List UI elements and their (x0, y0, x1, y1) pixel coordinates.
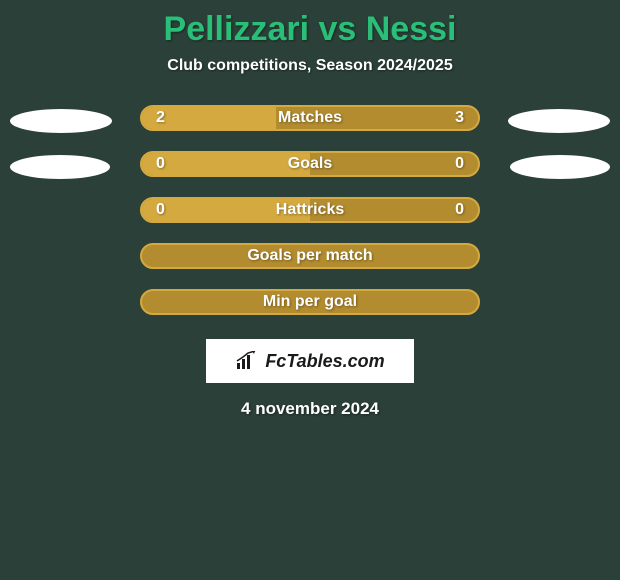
stat-bar: Goals per match (140, 243, 480, 269)
stat-value-left: 2 (156, 109, 165, 127)
stat-row: 2 Matches 3 (0, 105, 620, 137)
bar-fill-left (142, 153, 310, 175)
fctables-logo: FcTables.com (206, 339, 414, 383)
player-ellipse-left (10, 109, 112, 133)
stat-value-left: 0 (156, 155, 165, 173)
stat-bar: 2 Matches 3 (140, 105, 480, 131)
stat-label: Hattricks (276, 201, 344, 219)
stat-value-right: 0 (455, 155, 464, 173)
stat-label: Min per goal (263, 293, 357, 311)
stat-row: Min per goal (0, 289, 620, 321)
stat-row: Goals per match (0, 243, 620, 275)
stat-bar: 0 Hattricks 0 (140, 197, 480, 223)
player-ellipse-right (510, 155, 610, 179)
stat-label: Matches (278, 109, 342, 127)
stat-value-right: 0 (455, 201, 464, 219)
logo-text: FcTables.com (265, 351, 384, 372)
stat-label: Goals (288, 155, 332, 173)
stat-row: 0 Goals 0 (0, 151, 620, 183)
stats-area: 2 Matches 3 0 Goals 0 0 Hattricks 0 Goals per mat… (0, 105, 620, 321)
player-ellipse-right (508, 109, 610, 133)
date-text: 4 november 2024 (0, 399, 620, 419)
stat-value-left: 0 (156, 201, 165, 219)
page-title: Pellizzari vs Nessi (0, 0, 620, 49)
stat-row: 0 Hattricks 0 (0, 197, 620, 229)
player-ellipse-left (10, 155, 110, 179)
stat-bar: Min per goal (140, 289, 480, 315)
chart-icon (235, 351, 259, 371)
subtitle: Club competitions, Season 2024/2025 (0, 57, 620, 75)
stat-value-right: 3 (455, 109, 464, 127)
stat-bar: 0 Goals 0 (140, 151, 480, 177)
stat-label: Goals per match (247, 247, 372, 265)
